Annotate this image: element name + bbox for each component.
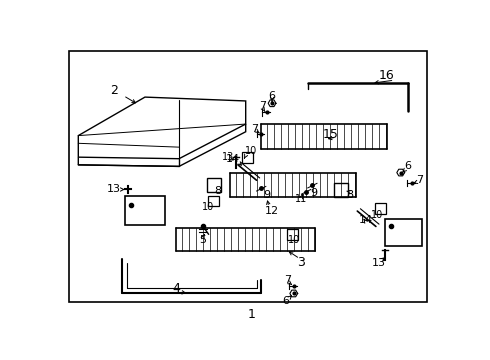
Bar [287, 229, 297, 239]
Text: 9: 9 [310, 188, 318, 198]
Text: 8: 8 [346, 190, 353, 200]
Text: 6: 6 [269, 91, 275, 100]
Text: 7: 7 [251, 125, 259, 134]
Text: 13: 13 [372, 258, 386, 267]
Text: 11: 11 [295, 194, 308, 204]
Text: 13: 13 [107, 184, 121, 194]
Text: 10: 10 [371, 210, 384, 220]
Text: 14: 14 [359, 215, 373, 225]
Text: 13: 13 [222, 152, 234, 162]
Text: 4: 4 [172, 282, 180, 294]
Text: 15: 15 [323, 127, 339, 140]
Bar [125, 195, 165, 225]
Text: 12: 12 [265, 206, 279, 216]
Bar [334, 183, 348, 197]
Text: 6: 6 [404, 161, 411, 171]
Text: 7: 7 [284, 275, 291, 285]
Bar [385, 219, 422, 247]
Text: 16: 16 [379, 69, 394, 82]
Text: 10: 10 [288, 235, 300, 245]
Text: 10: 10 [245, 146, 257, 156]
Text: 3: 3 [297, 256, 305, 269]
Text: 1: 1 [247, 308, 255, 321]
Text: 17: 17 [138, 214, 152, 224]
Text: 5: 5 [199, 235, 206, 244]
Text: 7: 7 [416, 175, 423, 185]
Text: 10: 10 [202, 202, 215, 212]
Text: 7: 7 [259, 101, 266, 111]
Bar [207, 178, 221, 192]
Text: 2: 2 [110, 85, 118, 98]
Text: 9: 9 [263, 190, 270, 200]
Text: 8: 8 [214, 186, 221, 196]
Text: 14: 14 [226, 154, 241, 164]
Text: 6: 6 [283, 296, 290, 306]
Bar [208, 195, 219, 206]
Bar [242, 152, 253, 163]
Bar [375, 203, 386, 214]
Text: 18: 18 [397, 237, 411, 247]
